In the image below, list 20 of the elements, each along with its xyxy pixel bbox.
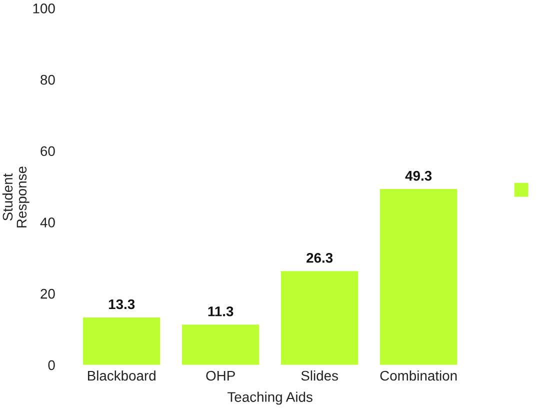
bar bbox=[82, 317, 160, 365]
y-tick-label: 80 bbox=[40, 74, 55, 85]
data-label: 49.3 bbox=[405, 170, 432, 181]
data-label: 26.3 bbox=[306, 252, 333, 263]
y-tick-label: 60 bbox=[40, 146, 55, 156]
bar bbox=[182, 324, 260, 365]
y-tick-label: 40 bbox=[40, 218, 55, 228]
x-axis-title: Teaching Aids bbox=[228, 392, 312, 405]
data-label: 13.3 bbox=[108, 299, 135, 310]
bar bbox=[380, 189, 458, 365]
y-tick-label: 0 bbox=[48, 360, 55, 370]
data-label: 11.3 bbox=[208, 306, 234, 316]
bar bbox=[280, 271, 358, 365]
y-tick-label: 20 bbox=[40, 288, 55, 299]
y-tick-label: 100 bbox=[33, 4, 55, 14]
x-tick-label: Blackboard bbox=[88, 370, 156, 381]
y-axis-title: Student Response bbox=[2, 166, 30, 228]
x-tick-label: Combination bbox=[380, 370, 457, 381]
x-tick-label: Slides bbox=[301, 370, 338, 381]
x-tick-label: OHP bbox=[206, 370, 235, 381]
